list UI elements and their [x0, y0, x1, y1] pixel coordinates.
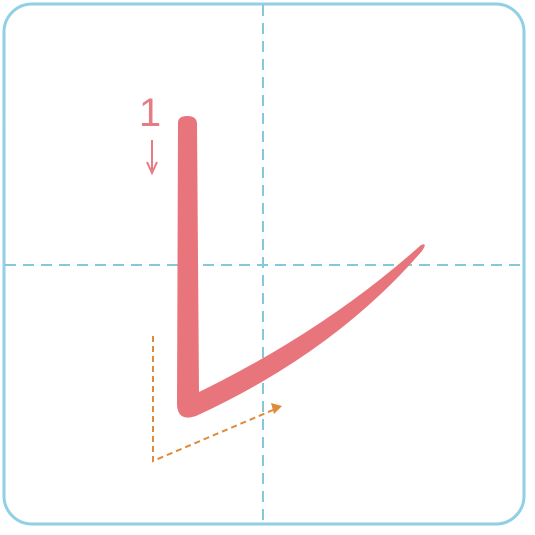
character-stroke: [177, 116, 425, 418]
stroke-order-number: 1: [139, 91, 161, 135]
stroke-path-guide-icon: [152, 336, 282, 463]
down-arrow-icon: [146, 140, 158, 176]
